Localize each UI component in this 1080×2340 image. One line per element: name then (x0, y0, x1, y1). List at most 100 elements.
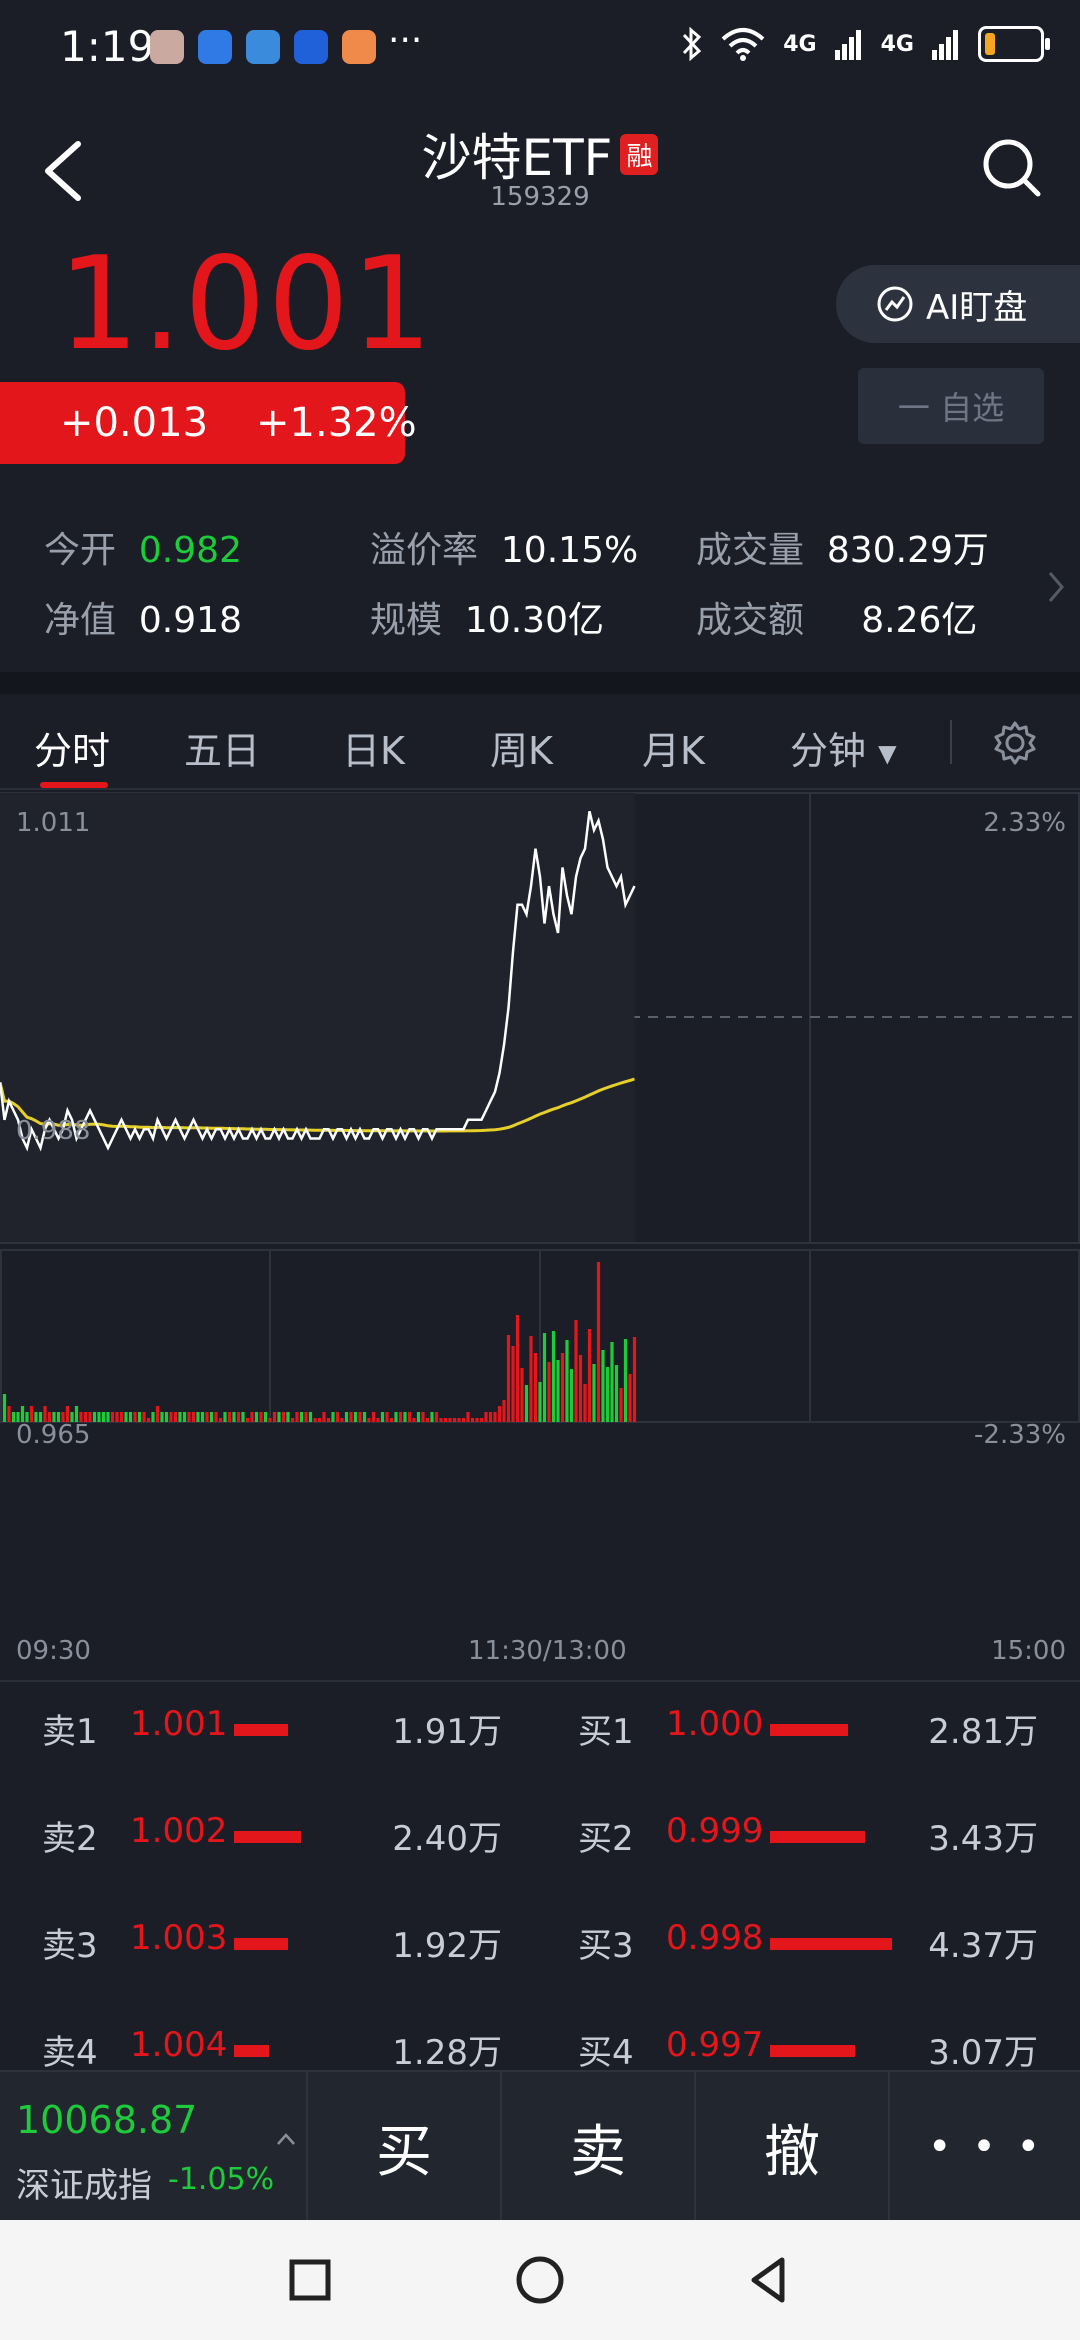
volume-bar (16, 1412, 20, 1422)
battery-icon (978, 26, 1050, 62)
volume-bar (124, 1412, 128, 1422)
sell-button[interactable]: 卖 (500, 2072, 694, 2222)
status-bar: 1:19 ··· 4G 4G (0, 0, 1080, 100)
header: 沙特ETF 融 159329 (0, 100, 1080, 240)
volume-bar (362, 1412, 367, 1422)
buy-row-1[interactable]: 买1 1.000 2.81万 (578, 1704, 1038, 1764)
volume-bar (164, 1412, 169, 1422)
volume-bar (394, 1412, 398, 1422)
volume-bar (52, 1412, 56, 1422)
index-change: -1.05% (168, 2162, 275, 2197)
add-favorite-button[interactable]: 一 自选 (858, 368, 1044, 444)
sell-volume: 1.91万 (392, 1712, 502, 1752)
volume-bar (245, 1418, 250, 1422)
volume-bar (398, 1412, 403, 1422)
volume-bar (353, 1412, 358, 1422)
volume-bar (20, 1406, 25, 1422)
sell-row-2[interactable]: 卖2 1.002 2.40万 (42, 1811, 502, 1871)
volume-bar (232, 1412, 236, 1422)
volume-bar (187, 1412, 191, 1422)
buy-price: 0.999 (666, 1811, 764, 1851)
volume-bar (74, 1406, 79, 1422)
tab-daily-k[interactable]: 日K (342, 729, 405, 773)
volume-bar (542, 1333, 547, 1422)
sell-row-3[interactable]: 卖3 1.003 1.92万 (42, 1918, 502, 1978)
volume-bar (556, 1360, 560, 1422)
change-pct: +1.32% (256, 400, 417, 446)
volume-bar (479, 1418, 484, 1422)
gear-icon[interactable] (990, 718, 1040, 768)
volume-bar (97, 1412, 101, 1422)
tab-minute[interactable]: 分钟 ▼ (790, 729, 897, 773)
stats-panel[interactable]: 今开 0.982 溢价率 10.15% 成交量 830.29万 净值 0.918… (0, 505, 1080, 675)
current-price: 1.001 (58, 230, 435, 379)
tab-five-day[interactable]: 五日 (184, 729, 261, 773)
home-icon[interactable] (510, 2250, 570, 2310)
volume-bar (407, 1412, 412, 1422)
tab-weekly-k[interactable]: 周K (490, 729, 553, 773)
recents-icon[interactable] (280, 2250, 340, 2310)
volume-bar (551, 1331, 556, 1422)
volume-bar (272, 1412, 277, 1422)
ai-watch-button[interactable]: AI盯盘 (836, 265, 1080, 343)
tab-monthly-k[interactable]: 月K (642, 729, 705, 773)
volume-bar (133, 1412, 137, 1422)
search-icon[interactable] (980, 136, 1044, 200)
buy-price: 0.998 (666, 1918, 764, 1958)
volume-bar (65, 1406, 70, 1422)
volume-bar (313, 1418, 317, 1422)
volume-bar (421, 1412, 425, 1422)
volume-bar (628, 1374, 632, 1422)
buy-row-2[interactable]: 买2 0.999 3.43万 (578, 1811, 1038, 1871)
index-widget[interactable]: 10068.87 深证成指 -1.05% (0, 2072, 306, 2222)
volume-bar (169, 1412, 173, 1422)
intraday-chart[interactable]: 1.011 0.988 0.965 2.33% -2.33% 09:30 11:… (0, 792, 1080, 1672)
stat-volume: 成交量 830.29万 (696, 530, 989, 571)
volume-bar (88, 1412, 92, 1422)
volume-bar (583, 1384, 587, 1422)
cancel-order-button[interactable]: 撤 (694, 2072, 888, 2222)
status-right: 4G 4G (681, 26, 1050, 62)
volume-bar (182, 1412, 187, 1422)
sell-depth-bar (234, 1938, 288, 1950)
volume-bar (178, 1412, 182, 1422)
sell-row-4[interactable]: 卖4 1.004 1.28万 (42, 2025, 502, 2085)
change-abs: +0.013 (60, 400, 209, 446)
volume-bar (349, 1412, 353, 1422)
more-button[interactable]: • • • (888, 2072, 1080, 2222)
volume-bar (223, 1412, 227, 1422)
volume-bar (38, 1412, 43, 1422)
volume-bar (254, 1412, 259, 1422)
sell-row-1[interactable]: 卖1 1.001 1.91万 (42, 1704, 502, 1764)
volume-bar (448, 1418, 452, 1422)
volume-bar (326, 1418, 331, 1422)
pct-tick-top: 2.33% (983, 808, 1066, 838)
signal-4g-icon-2: 4G (880, 31, 914, 57)
sell-price: 1.003 (130, 1918, 228, 1958)
stat-turnover: 成交额 8.26亿 (696, 600, 978, 641)
volume-bar (605, 1367, 610, 1422)
buy-row-3[interactable]: 买3 0.998 4.37万 (578, 1918, 1038, 1978)
back-arrow-icon[interactable] (36, 136, 96, 206)
volume-bar (515, 1315, 520, 1422)
volume-bar (92, 1412, 97, 1422)
caret-down-icon: ▼ (878, 739, 897, 768)
sell-volume: 1.92万 (392, 1926, 502, 1966)
buy-volume: 3.43万 (928, 1819, 1038, 1859)
volume-bar (155, 1406, 160, 1422)
buy-level-label: 买4 (578, 2033, 634, 2073)
book-app-icon (342, 30, 376, 64)
more-notifications-icon: ··· (388, 20, 423, 61)
tab-intraday[interactable]: 分时 (34, 729, 111, 773)
back-icon[interactable] (740, 2250, 800, 2310)
sell-level-label: 卖4 (42, 2033, 98, 2073)
volume-bar (106, 1412, 110, 1422)
pct-tick-bottom: -2.33% (974, 1420, 1066, 1450)
status-time: 1:19 (60, 22, 155, 71)
volume-bar (43, 1406, 47, 1422)
buy-button[interactable]: 买 (306, 2072, 500, 2222)
volume-bar (358, 1412, 362, 1422)
chart-svg (0, 792, 1080, 1423)
volume-bar (236, 1412, 241, 1422)
buy-row-4[interactable]: 买4 0.997 3.07万 (578, 2025, 1038, 2085)
